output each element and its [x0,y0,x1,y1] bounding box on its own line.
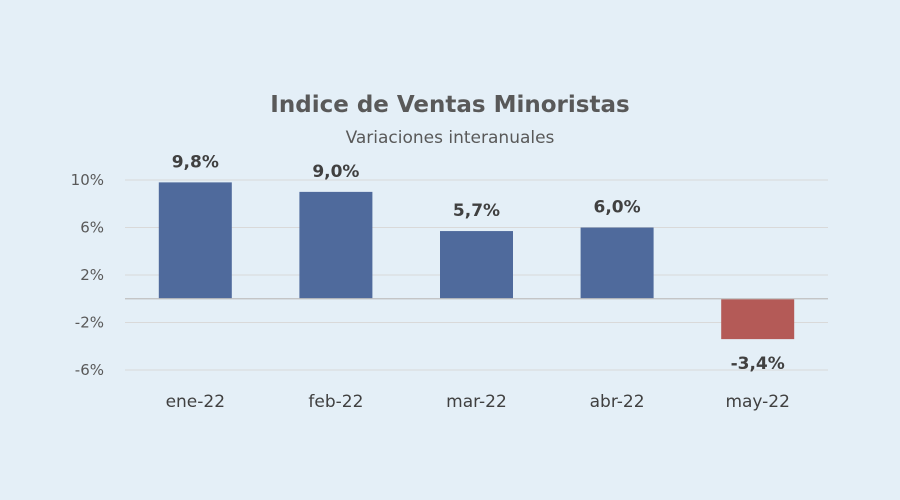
x-tick-label: ene-22 [166,392,225,412]
data-label: 9,0% [312,162,359,182]
chart-title: Indice de Ventas Minoristas [270,92,630,118]
data-label: 9,8% [172,152,219,172]
x-tick-label: mar-22 [446,392,507,412]
data-labels: 9,8% 9,0% 5,7% 6,0% -3,4% [172,152,785,374]
data-label: 5,7% [453,201,500,221]
x-tick-label: abr-22 [590,392,645,412]
bar-may-22 [721,298,795,340]
y-tick-label: 2% [80,266,104,284]
x-axis-ticks: ene-22 feb-22 mar-22 abr-22 may-22 [166,392,790,412]
data-label: -3,4% [731,354,785,374]
x-tick-label: feb-22 [308,392,363,412]
bar-ene-22 [158,182,232,299]
bar-feb-22 [299,191,373,299]
y-axis-ticks: 10% 6% 2% -2% -6% [71,171,104,379]
bar-abr-22 [580,227,654,299]
chart-subtitle: Variaciones interanuales [345,128,555,148]
y-tick-label: -6% [75,361,104,379]
y-tick-label: 10% [71,171,104,189]
y-tick-label: -2% [75,314,104,332]
bar-mar-22 [440,231,513,299]
y-tick-label: 6% [80,219,104,237]
data-label: 6,0% [594,198,641,218]
x-tick-label: may-22 [725,392,790,412]
bars [158,182,795,340]
gridlines [125,179,828,371]
